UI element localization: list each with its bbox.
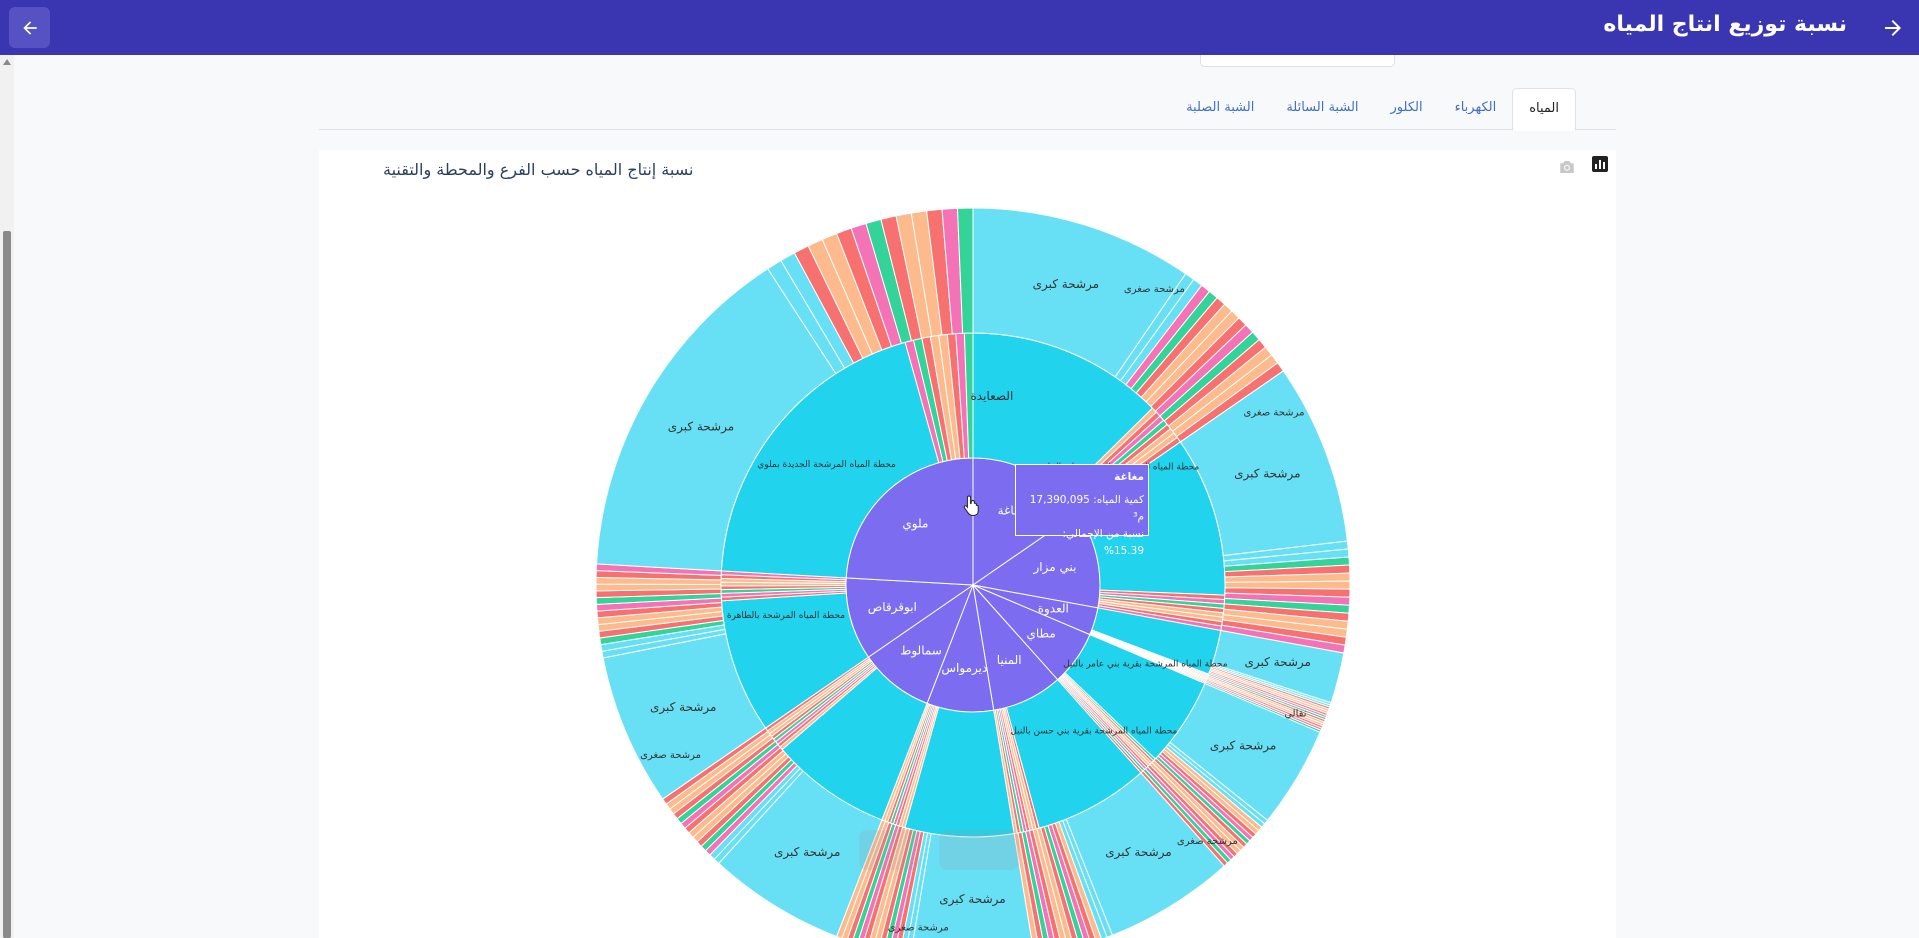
technology-label: مرشحة كبرى [650, 700, 716, 715]
arrow-right-icon[interactable] [1881, 16, 1905, 40]
technology-label: مرشحة صغرى [1124, 284, 1185, 295]
tooltip-percent: نسبة من الإجمالي: 15.39% [1062, 528, 1144, 557]
tab-solid-alum[interactable]: الشبة الصلبة [1186, 100, 1255, 115]
technology-label: نقالي [1284, 708, 1306, 719]
scroll-thumb[interactable] [3, 231, 11, 938]
branch-label: ديرمواس [941, 661, 987, 676]
technology-label: مرشحة صغرى [888, 923, 949, 934]
station-label: محطة المياه المرشحة الجديدة بملوي [757, 460, 896, 470]
technology-label: مرشحة كبرى [1033, 277, 1099, 292]
hand-cursor-icon [963, 495, 979, 516]
tooltip-quantity: كمية المياه: 17,390,095 م³ [1029, 494, 1144, 523]
branch-label: بني مزار [1032, 560, 1076, 575]
branch-label: العدوة [1038, 602, 1069, 617]
tooltip-name: مغاغة [1114, 471, 1144, 483]
back-button[interactable] [9, 7, 50, 48]
branch-label: المنيا [997, 653, 1022, 667]
branch-label: مطاي [1026, 626, 1055, 640]
technology-label: مرشحة صغرى [640, 750, 701, 761]
technology-label: مرشحة كبرى [1210, 739, 1276, 754]
tab-water[interactable]: المياه [1512, 88, 1576, 131]
technology-label: مرشحة كبرى [939, 892, 1005, 907]
sunburst-technology[interactable] [956, 207, 974, 334]
branch-label: ابوقرقاص [868, 600, 917, 615]
station-label: محطة المياه المرشحة بقرية بني عامر بالني… [1063, 659, 1228, 669]
top-bar: نسبة توزيع انتاج المياه [0, 0, 1919, 55]
station-label: محطة المياه المرشحة بالطاهرة [727, 611, 845, 621]
technology-label: مرشحة كبرى [1234, 467, 1300, 482]
branch-label: ملوي [902, 517, 928, 532]
arrow-left-icon [22, 20, 37, 35]
filter-dropdown[interactable] [1200, 55, 1395, 67]
technology-label: مرشحة كبرى [774, 845, 840, 860]
tab-bar: المياه الكهرباء الكلور الشبة السائلة الش… [319, 88, 1616, 131]
tab-electricity[interactable]: الكهرباء [1454, 100, 1497, 115]
station-label: الصعايدة [971, 389, 1014, 403]
technology-label: مرشحة صغرى [1244, 407, 1305, 418]
chart-card: مغاغة مرشحة كبرى بني مزار مرشحة كبرى العدوة م… [319, 150, 1616, 938]
camera-icon[interactable] [1558, 159, 1576, 175]
tab-chlorine[interactable]: الكلور [1390, 100, 1423, 115]
chart-title: نسبة إنتاج المياه حسب الفرع والمحطة والت… [383, 160, 694, 179]
technology-label: مرشحة كبرى [668, 420, 734, 435]
branch-label: سمالوط [900, 643, 942, 658]
scroll-up-arrow-icon[interactable] [3, 59, 11, 65]
hover-tooltip: مغاغة كمية المياه: 17,390,095 م³ نسبة من… [1015, 464, 1149, 557]
technology-label: مرشحة صغرى [1177, 836, 1238, 847]
technology-label: مرشحة كبرى [1105, 845, 1171, 860]
sunburst-chart[interactable]: مغاغة مرشحة كبرى بني مزار مرشحة كبرى العدوة م… [319, 150, 1616, 938]
plotly-logo-icon[interactable] [1592, 156, 1608, 172]
technology-label: مرشحة كبرى [1245, 655, 1311, 670]
scrollbar[interactable] [0, 55, 14, 938]
station-label: محطة المياه المرشحة بقرية بني حسن بالنيل [1010, 726, 1177, 736]
watermark-logo-icon [859, 830, 1019, 870]
tab-liquid-alum[interactable]: الشبة السائلة [1286, 100, 1359, 115]
page-title: نسبة توزيع انتاج المياه [1603, 12, 1847, 37]
